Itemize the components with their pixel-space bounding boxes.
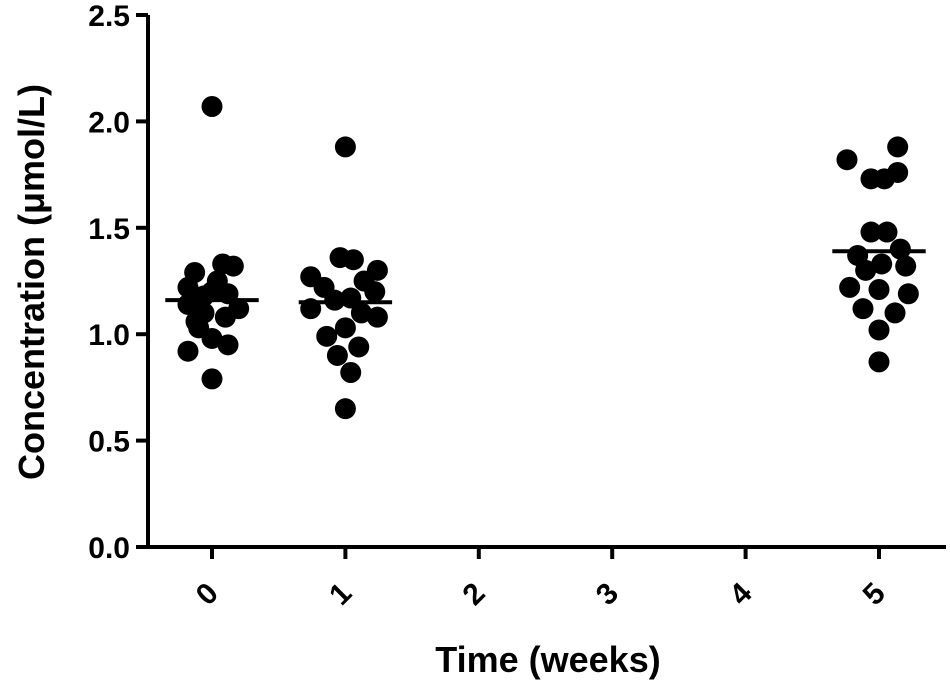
data-point [868,351,890,373]
x-ticks: 0 1 2 3 4 5 [190,547,892,612]
y-tick-label: 2.5 [88,0,130,33]
data-point [217,334,239,356]
data-point [214,306,236,328]
axes [146,15,946,549]
data-point [334,136,356,158]
data-point [316,325,338,347]
x-axis-title: Time (weeks) [435,639,660,680]
y-ticks: 0.0 0.5 1.0 1.5 2.0 2.5 [88,0,148,565]
data-point [836,149,858,171]
data-point [876,221,898,243]
data-point [222,255,244,277]
data-point [364,281,386,303]
y-tick-label: 0.0 [88,532,130,565]
data-point [350,302,372,324]
data-point [324,289,346,311]
data-point [868,319,890,341]
x-tick-label: 5 [857,577,892,612]
data-point [366,306,388,328]
data-point [897,283,919,305]
data-point [177,340,199,362]
x-tick-label: 0 [190,577,225,612]
data-point [873,168,895,190]
x-tick-label: 3 [590,577,625,612]
x-tick-label: 2 [457,577,492,612]
data-point [889,238,911,260]
y-tick-label: 1.5 [88,213,130,246]
data-point [839,276,861,298]
data-point [201,96,223,118]
y-tick-label: 1.0 [88,319,130,352]
data-point [868,279,890,301]
data-point [871,253,893,275]
y-axis-title: Concentration (μmol/L) [11,84,52,480]
y-tick-label: 2.0 [88,106,130,139]
data-point [342,249,364,271]
data-marks [165,96,926,420]
data-point [895,255,917,277]
data-point [887,136,909,158]
data-point [860,221,882,243]
data-point [852,298,874,320]
data-point [201,368,223,390]
data-point [177,276,199,298]
data-point [884,302,906,324]
data-point [334,398,356,420]
data-point [855,259,877,281]
x-tick-label: 1 [323,577,358,612]
data-point [348,336,370,358]
data-point [201,327,223,349]
y-tick-label: 0.5 [88,426,130,459]
x-tick-label: 4 [723,576,758,611]
data-point [334,317,356,339]
data-point [326,344,348,366]
data-point [340,362,362,384]
